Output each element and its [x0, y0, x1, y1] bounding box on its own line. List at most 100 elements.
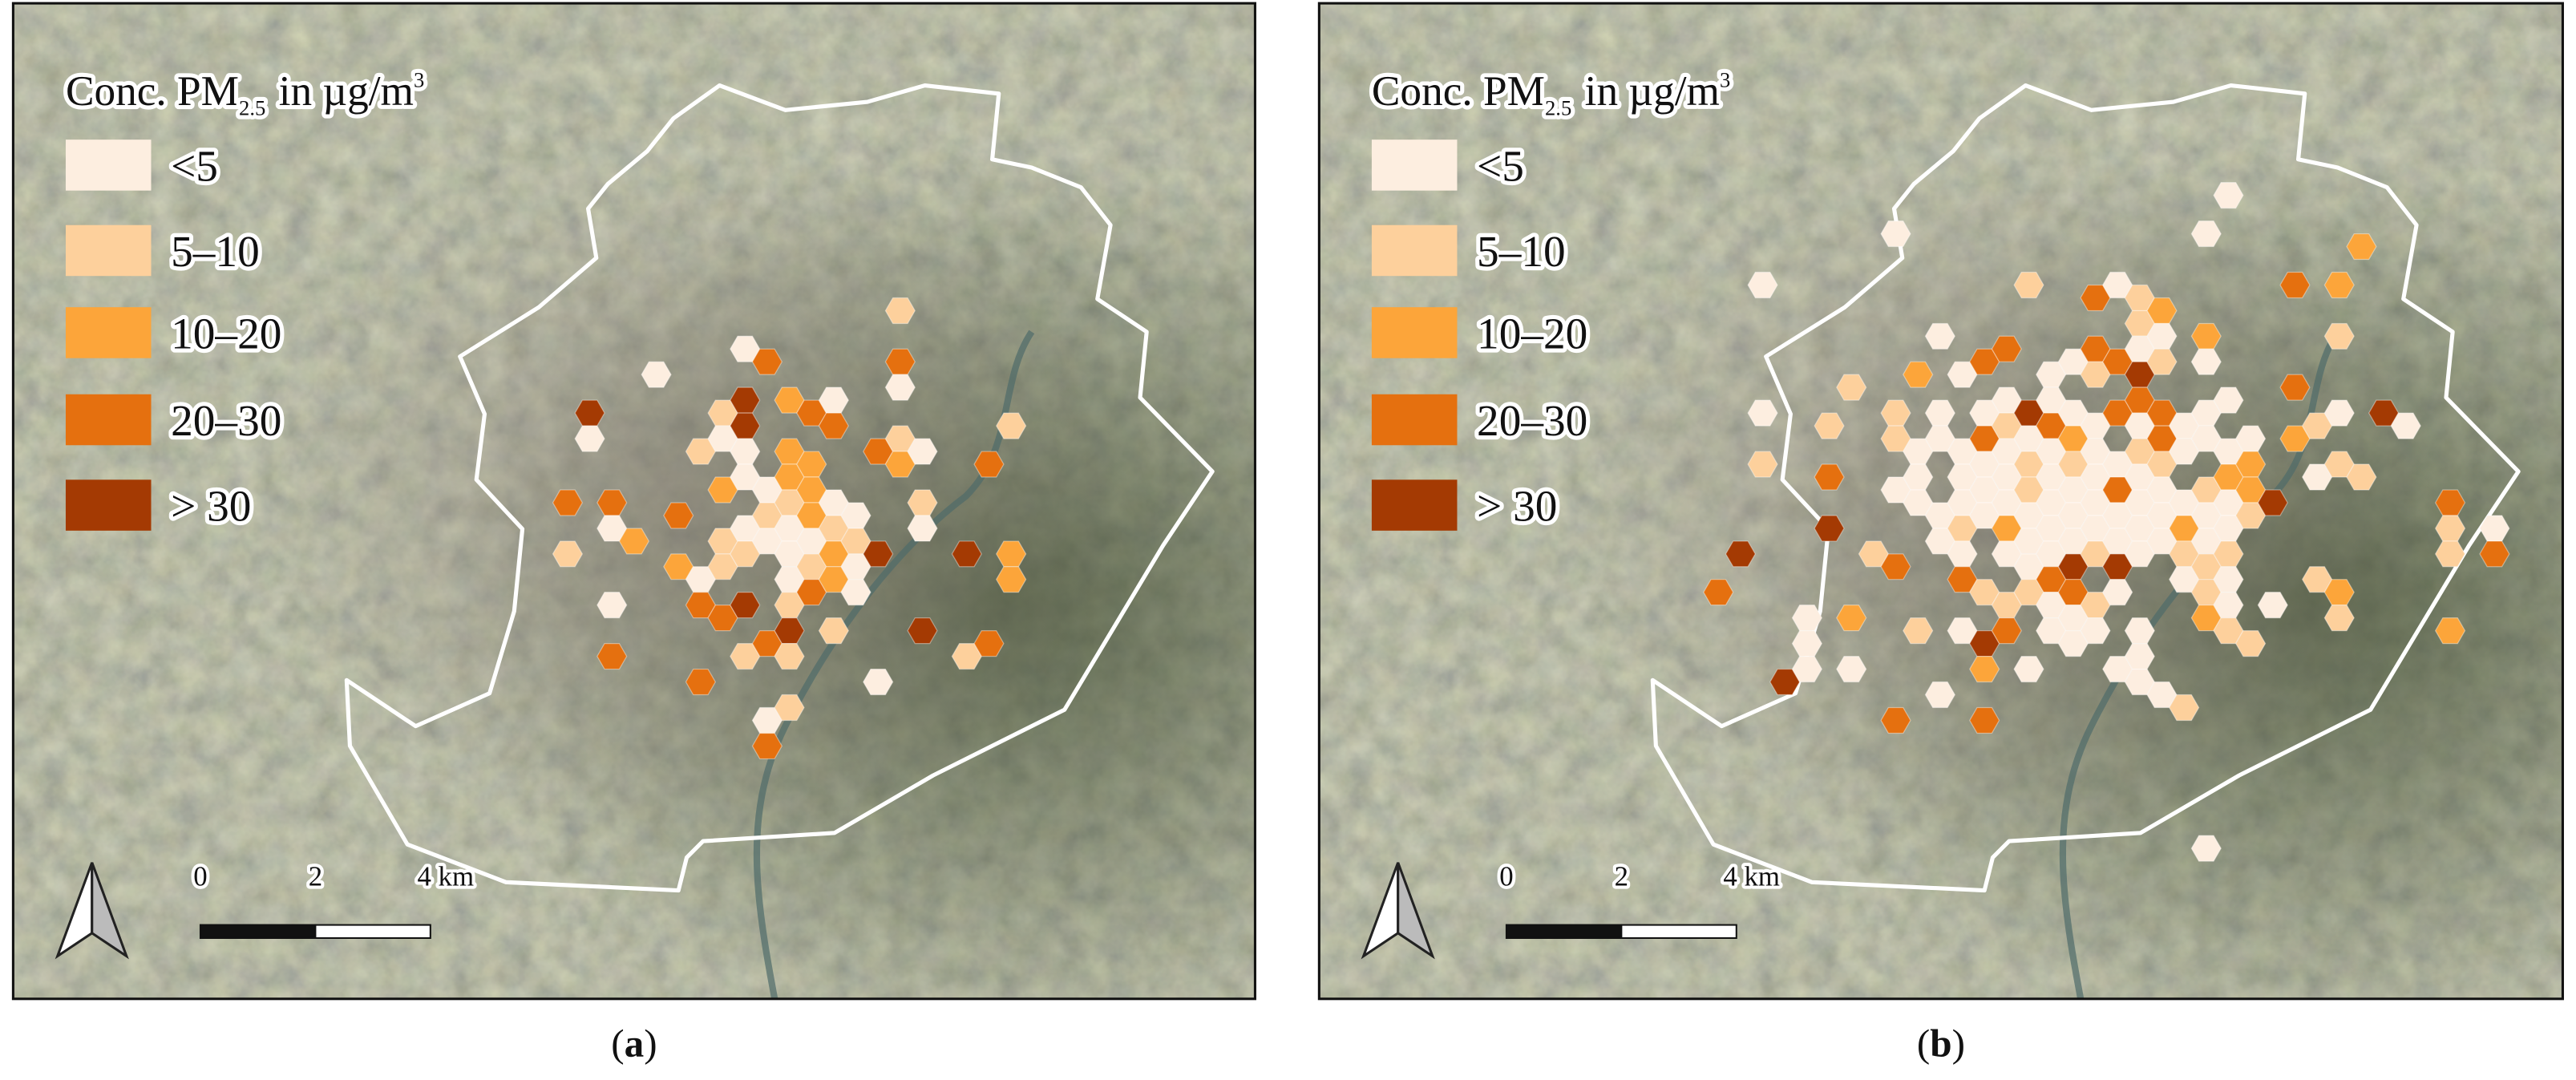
hex-cell	[2434, 617, 2466, 645]
legend-swatch	[1371, 140, 1458, 191]
caption-letter: a	[625, 1021, 645, 1066]
hex-cell	[1791, 655, 1823, 683]
hex-cell	[2190, 220, 2222, 248]
hex-cell	[1969, 706, 2000, 734]
hex-cell	[1880, 706, 1911, 734]
hex-cell	[2257, 592, 2288, 619]
legend-title-mid: in µg/m	[279, 67, 414, 115]
scale-label: 0	[1499, 860, 1513, 892]
hex-cell	[1836, 605, 1867, 632]
hex-cell	[2213, 182, 2244, 209]
hex-cell	[1969, 655, 2000, 683]
scale-bar-white	[1620, 924, 1737, 940]
legend-swatch	[65, 394, 152, 446]
hex-cell	[1903, 617, 1934, 645]
legend-title-sup: 3	[414, 68, 424, 92]
hex-cell	[1747, 451, 1778, 478]
legend-swatch	[1371, 479, 1458, 531]
legend-title: Conc. PM2.5 in µg/m3	[1372, 67, 1730, 119]
hex-cell	[818, 412, 850, 439]
hex-cell	[2257, 489, 2288, 516]
hex-cell	[685, 668, 717, 696]
legend-label: > 30	[171, 482, 251, 531]
hex-cell	[818, 617, 850, 645]
legend-label: <5	[171, 141, 218, 190]
hex-cell	[907, 617, 938, 645]
hex-cell	[996, 566, 1027, 593]
hex-cell	[751, 348, 783, 375]
hex-cell	[884, 374, 916, 401]
hex-cell	[907, 438, 938, 465]
hex-cell	[2434, 540, 2466, 568]
hex-cell	[1924, 322, 1956, 350]
hex-cell	[1747, 271, 1778, 299]
urban-area	[1319, 3, 2563, 999]
hex-cell	[1725, 540, 1757, 568]
legend-label: 5–10	[1477, 227, 1566, 276]
hex-cell	[618, 528, 650, 555]
hex-cell	[1814, 412, 1845, 439]
hex-cell	[596, 642, 628, 670]
hex-cell	[2279, 271, 2311, 299]
legend-label: <5	[1477, 141, 1524, 190]
hex-cell	[2323, 322, 2355, 350]
legend-swatch	[65, 307, 152, 358]
hex-cell	[1814, 463, 1845, 491]
hex-cell	[973, 451, 1005, 478]
hex-cell	[2234, 629, 2267, 657]
legend-swatch	[65, 224, 152, 277]
hex-cell	[663, 502, 694, 529]
scale-bar-black	[1505, 924, 1623, 940]
hex-cell	[996, 412, 1027, 439]
caption-close: )	[1952, 1021, 1965, 1066]
legend-swatch	[1371, 307, 1458, 358]
hex-cell	[1747, 399, 1778, 427]
hex-cell	[751, 732, 783, 760]
legend-label: > 30	[1477, 482, 1557, 531]
hex-cell	[1991, 335, 2023, 362]
caption-letter: b	[1930, 1021, 1951, 1066]
scale-label: 0	[193, 860, 207, 892]
hex-cell	[552, 540, 584, 568]
legend-title-main: Conc. PM	[1372, 67, 1545, 115]
hex-cell	[2323, 605, 2355, 632]
hex-cell	[1924, 681, 1956, 709]
hex-cell	[1991, 617, 2023, 645]
hex-cell	[2190, 348, 2222, 375]
legend-label: 5–10	[171, 227, 260, 276]
legend-title-main: Conc. PM	[66, 67, 239, 115]
hex-cell	[2213, 386, 2244, 414]
scale-bar-black	[199, 924, 317, 940]
hex-cell	[1880, 220, 1911, 248]
hex-cell	[552, 489, 584, 516]
legend-title-sub: 2.5	[239, 95, 265, 119]
legend-title-mid: in µg/m	[1585, 67, 1720, 115]
caption: (a)	[611, 1021, 657, 1066]
legend-title-sup: 3	[1720, 68, 1730, 92]
hex-cell	[2279, 374, 2311, 401]
hex-cell	[774, 694, 805, 722]
caption-open: (	[611, 1021, 624, 1066]
hex-cell	[574, 425, 605, 452]
hex-cell	[884, 297, 916, 325]
hex-cell	[1836, 655, 1867, 683]
hex-cell	[863, 668, 894, 696]
hex-cell	[2190, 835, 2222, 862]
city-boundary	[344, 83, 1215, 893]
hex-cell	[2013, 271, 2044, 299]
caption: (b)	[1917, 1021, 1965, 1066]
hex-cell	[1836, 374, 1867, 401]
scale-label: 4 km	[417, 860, 474, 892]
hex-cell	[1703, 579, 1734, 606]
map-body	[1319, 3, 2563, 999]
north-arrow-right	[1397, 862, 1435, 960]
hex-cell	[907, 515, 938, 542]
hex-cell	[2346, 463, 2377, 491]
hex-cell	[1880, 553, 1911, 580]
hex-cell	[2323, 271, 2355, 299]
legend-swatch	[1371, 394, 1458, 446]
map-body	[13, 3, 1256, 999]
hex-cell	[730, 592, 761, 619]
map-panel: Conc. PM2.5 in µg/m3 <5 5–10 10–20 20–30 > 30 0…	[11, 2, 1256, 1001]
caption-close: )	[644, 1021, 657, 1066]
